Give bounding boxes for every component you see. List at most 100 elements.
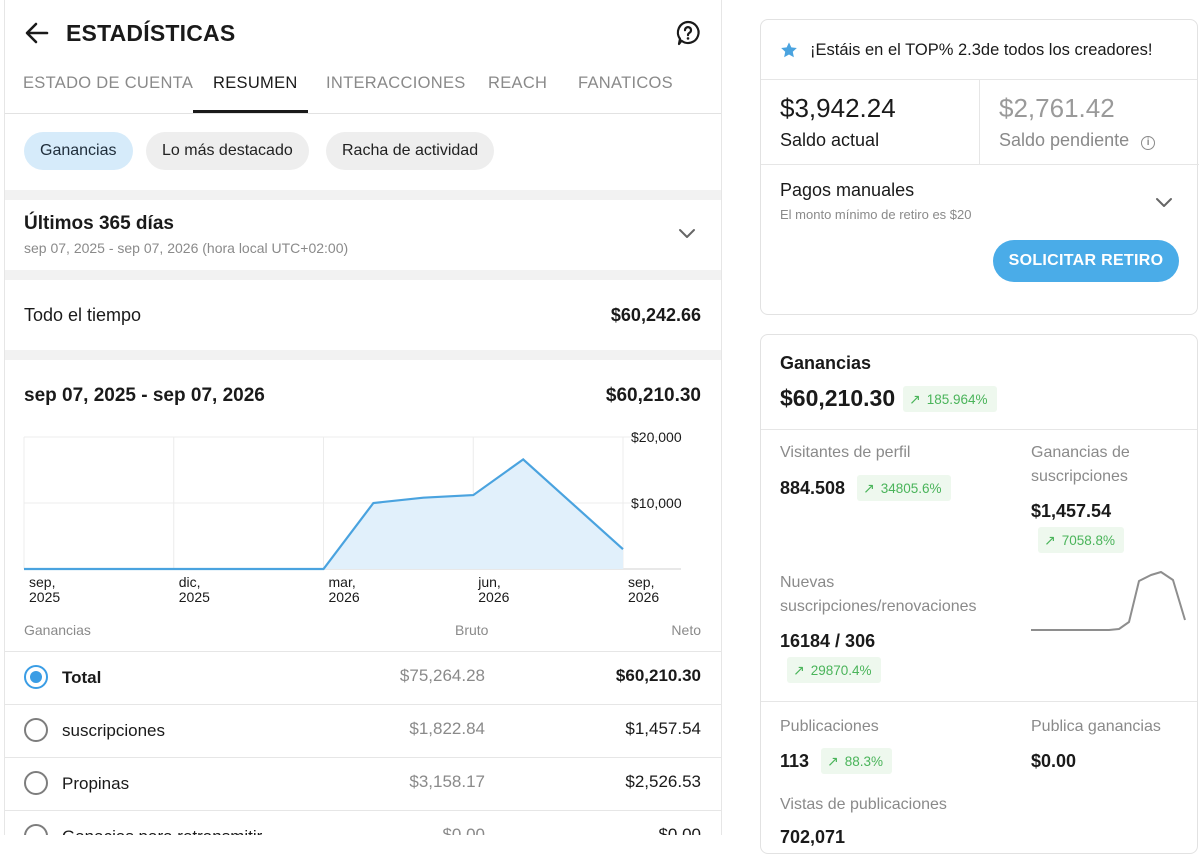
help-icon[interactable] [674,19,702,47]
manual-payments-subtitle: El monto mínimo de retiro es $20 [780,207,972,222]
table-header: Ganancias Bruto Neto [5,620,721,650]
row-bruto: $0.00 [442,825,485,835]
all-time-row: Todo el tiempo $60,242.66 [5,280,721,350]
section-separator [5,350,721,360]
current-balance: $3,942.24 Saldo actual [761,80,980,165]
pending-balance-label-row: Saldo pendiente i [999,130,1156,151]
table-row[interactable]: Propinas $3,158.17 $2,526.53 [5,757,721,809]
chip-racha[interactable]: Racha de actividad [326,132,495,170]
trend-up-icon: ↗ [909,391,921,407]
active-tab-indicator [193,110,308,113]
post-views-value: 702,071 [780,827,846,847]
range-row: sep 07, 2025 - sep 07, 2026 $60,210.30 [5,360,721,420]
post-earnings-label: Publica ganancias [1031,718,1161,735]
header: ESTADÍSTICAS [5,0,721,64]
tab-resumen[interactable]: RESUMEN [213,74,298,92]
top-creator-text: ¡Estáis en el TOP% 2.3de todos los cread… [810,41,1153,59]
profile-visitors-value: 884.508 [780,478,846,498]
radio-button[interactable] [24,718,48,742]
divider [761,701,1197,702]
table-row[interactable]: suscripciones $1,822.84 $1,457.54 [5,704,721,756]
tab-estado-de-cuenta[interactable]: ESTADO DE CUENTA [23,74,194,92]
x-tick-label: sep, [29,574,55,590]
x-tick-label: 2026 [329,589,360,605]
earnings-amount: $60,210.30 [780,385,896,411]
period-label: Últimos 365 días [24,213,174,234]
sidebar-panel: ¡Estáis en el TOP% 2.3de todos los cread… [722,0,1200,854]
subs-earnings-label: Ganancias de suscripciones [1031,444,1130,485]
earnings-card: Ganancias $60,210.30 ↗ 185.964% Visitante… [760,334,1198,854]
radio-button[interactable] [24,771,48,795]
radio-button[interactable] [24,824,48,835]
post-views-label: Vistas de publicaciones [780,796,947,813]
top-creator-banner: ¡Estáis en el TOP% 2.3de todos los cread… [761,20,1197,80]
post-earnings-value: $0.00 [1031,751,1077,771]
filter-chips: Ganancias Lo más destacado Racha de acti… [5,114,721,190]
section-separator [5,270,721,280]
balance-card: ¡Estáis en el TOP% 2.3de todos los cread… [760,19,1199,315]
page-title: ESTADÍSTICAS [66,20,236,46]
divider [761,429,1197,430]
current-balance-amount: $3,942.24 [780,93,896,123]
tab-fanaticos[interactable]: FANATICOS [578,74,673,92]
posts-change-badge: ↗ 88.3% [821,748,893,774]
new-subs-label: Nuevas suscripciones/renovaciones [780,574,977,615]
x-tick-label: mar, [329,574,356,590]
new-subs-change-badge: ↗ 29870.4% [787,657,881,683]
chip-ganancias[interactable]: Ganancias [24,132,133,170]
chip-destacado[interactable]: Lo más destacado [146,132,309,170]
y-tick-label: $10,000 [631,495,682,511]
star-icon [781,42,797,58]
posts-value: 113 [780,751,810,771]
table-row[interactable]: Ganacias para retransmitir $0.00 $0.00 [5,810,721,835]
x-tick-label: 2025 [179,589,210,605]
row-bruto: $1,822.84 [409,719,485,738]
profile-visitors-label: Visitantes de perfil [780,444,911,461]
chevron-down-icon [679,229,695,238]
chevron-down-icon[interactable] [1154,196,1174,210]
x-tick-label: 2026 [478,589,509,605]
radio-button[interactable] [24,665,48,689]
row-label: Propinas [62,774,130,793]
earnings-area [24,459,623,569]
current-balance-label: Saldo actual [780,130,880,150]
row-label: suscripciones [62,721,165,740]
period-selector[interactable]: Últimos 365 días sep 07, 2025 - sep 07, … [5,200,721,270]
col-header-ganancias: Ganancias [24,622,91,638]
row-bruto: $3,158.17 [409,772,485,791]
withdraw-button[interactable]: SOLICITAR RETIRO [993,240,1179,282]
pending-balance-label: Saldo pendiente [999,130,1130,150]
sparkline [1031,571,1186,631]
new-subs-value: 16184 / 306 [780,631,876,651]
trend-up-icon: ↗ [1044,532,1056,548]
tab-reach[interactable]: REACH [488,74,548,92]
table-row[interactable]: Total $75,264.28 $60,210.30 [5,651,721,703]
period-dates: sep 07, 2025 - sep 07, 2026 (hora local … [24,240,349,256]
profile-visitors-change-badge: ↗ 34805.6% [857,475,951,501]
earnings-change-badge: ↗ 185.964% [903,386,997,412]
manual-payments-title: Pagos manuales [780,180,915,200]
tab-interacciones[interactable]: INTERACCIONES [326,74,466,92]
x-tick-label: sep, [628,574,654,590]
range-value: $60,210.30 [605,385,701,406]
row-label: Ganacias para retransmitir [62,827,262,835]
subs-earnings-value: $1,457.54 [1031,501,1112,521]
back-arrow-icon[interactable] [23,19,51,47]
subs-earnings-change-badge: ↗ 7058.8% [1038,527,1125,553]
trend-up-icon: ↗ [827,753,839,769]
x-tick-label: dic, [179,574,201,590]
row-bruto: $75,264.28 [399,666,485,685]
statistics-panel: ESTADÍSTICAS ESTADO DE CUENTA RESUMEN IN… [4,0,722,835]
row-neto: $60,210.30 [615,666,701,685]
pending-balance: $2,761.42 Saldo pendiente i [980,80,1199,165]
row-neto: $1,457.54 [625,719,701,738]
tab-bar: ESTADO DE CUENTA RESUMEN INTERACCIONES R… [5,64,721,114]
x-tick-label: 2026 [628,589,659,605]
all-time-value: $60,242.66 [610,305,701,325]
trend-up-icon: ↗ [863,480,875,496]
info-icon[interactable]: i [1141,136,1156,150]
range-label: sep 07, 2025 - sep 07, 2026 [24,385,265,406]
col-header-bruto: Bruto [455,622,489,638]
x-tick-label: 2025 [29,589,60,605]
col-header-neto: Neto [671,622,701,638]
